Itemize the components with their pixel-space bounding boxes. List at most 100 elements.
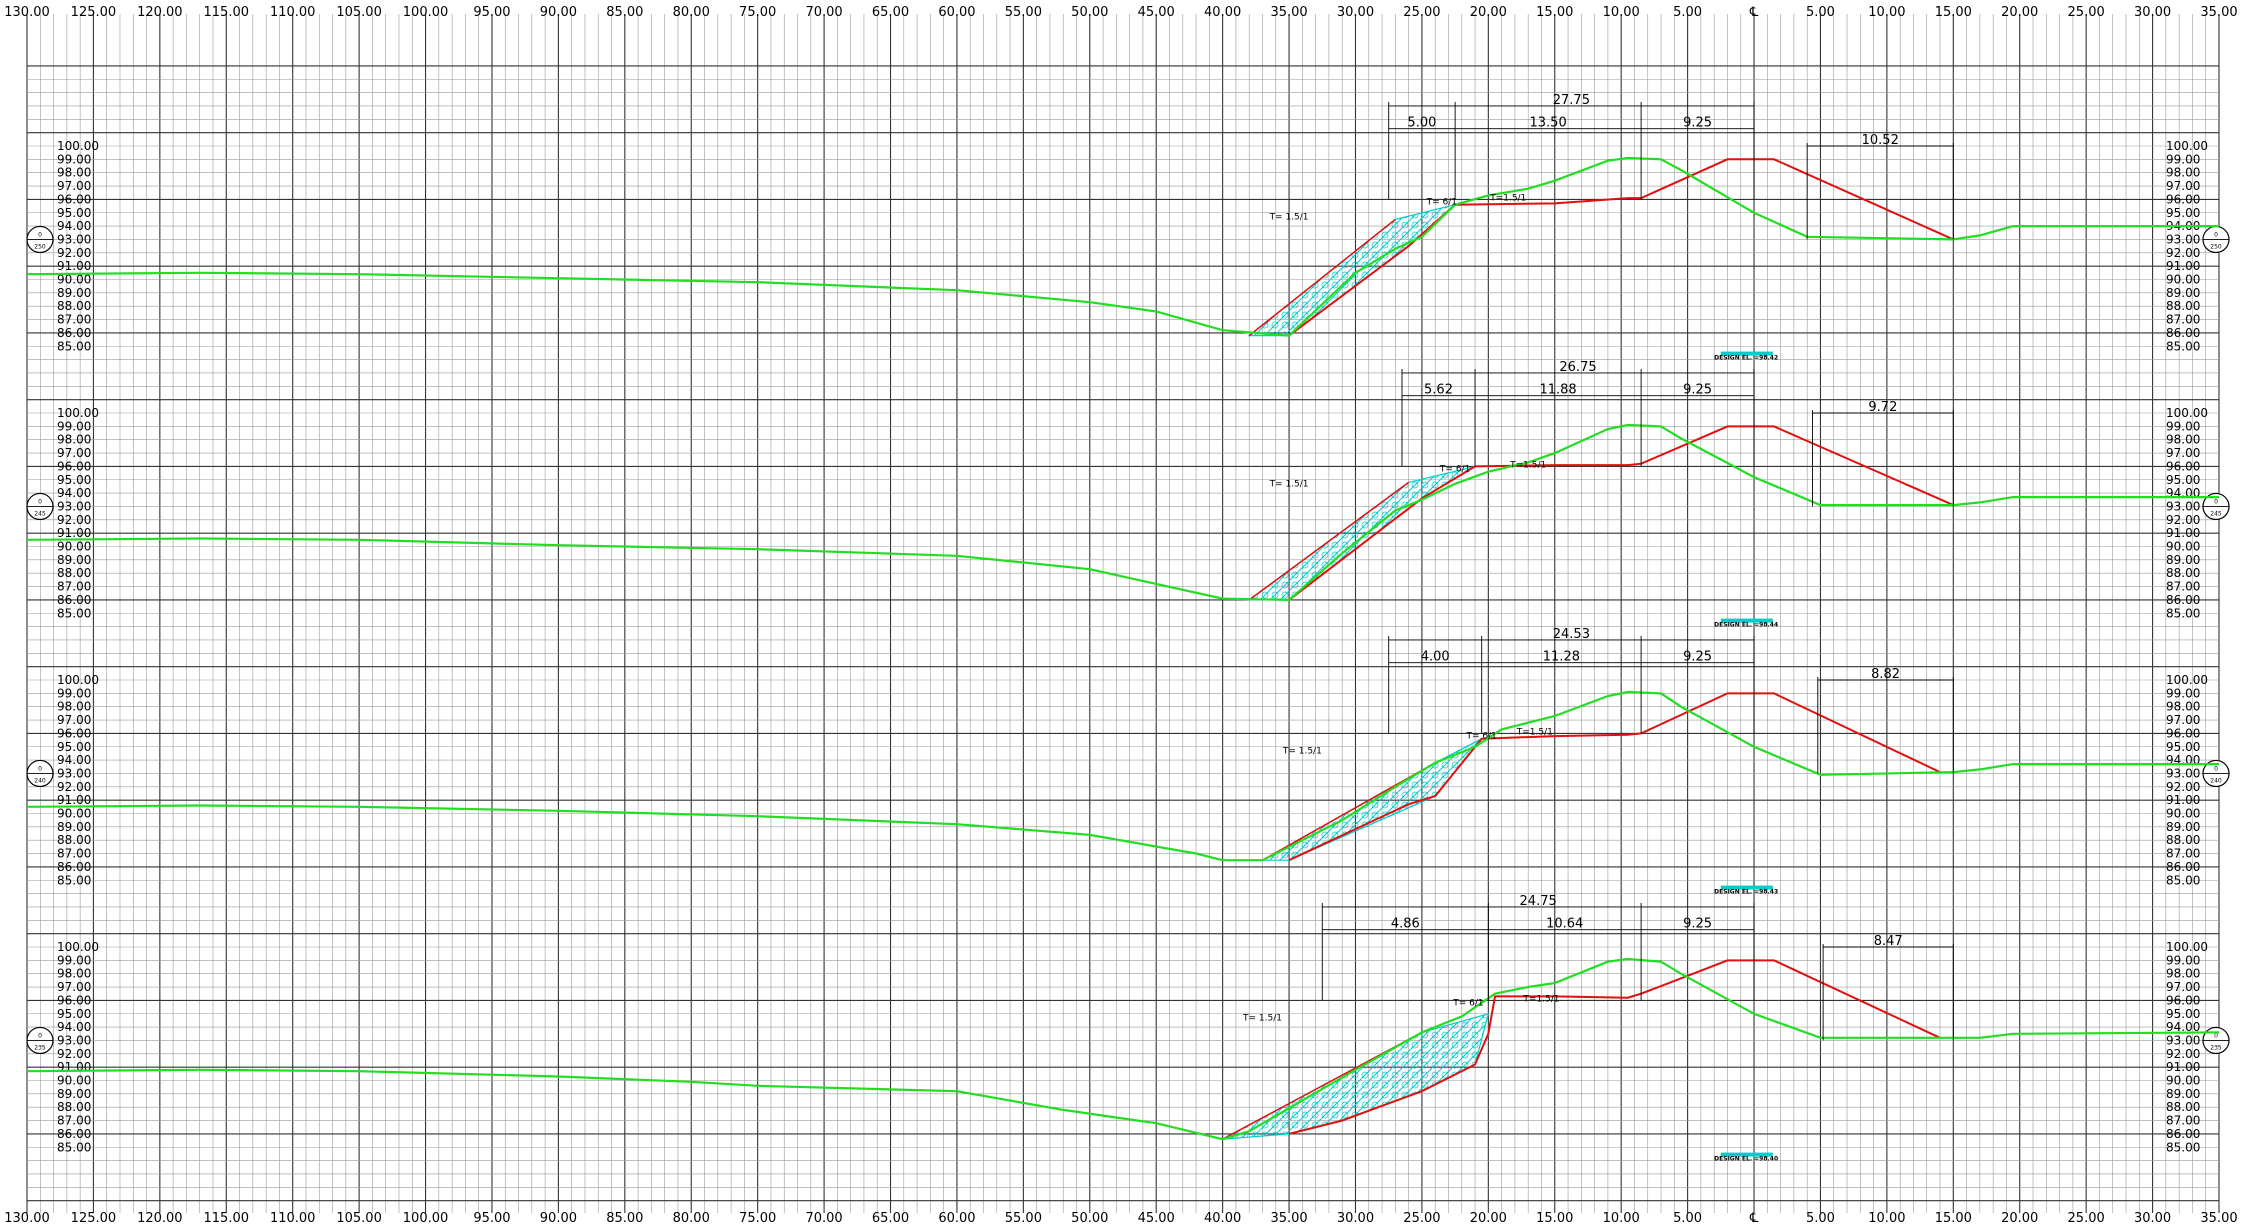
y-tick-label-left: 95.00 [57,473,91,487]
y-tick-label-right: 92.00 [2166,1047,2200,1061]
y-tick-label-left: 100.00 [57,940,99,954]
dimension-d2: 11.28 [1543,650,1580,665]
y-tick-label-right: 90.00 [2166,1074,2200,1088]
x-tick-label-top: 15.00 [1536,5,1573,20]
x-tick-label-top: 125.00 [71,5,117,20]
y-tick-label-right: 97.00 [2166,980,2200,994]
y-tick-label-right: 98.00 [2166,967,2200,981]
y-tick-label-left: 87.00 [57,580,91,594]
y-tick-label-left: 90.00 [57,1074,91,1088]
slope-label: T=1.5/1 [1509,461,1546,471]
x-tick-label-top: 65.00 [872,5,909,20]
x-tick-label-top: 10.00 [1603,5,1640,20]
y-tick-label-right: 90.00 [2166,273,2200,287]
x-tick-label-bottom: 10.00 [1603,1211,1640,1226]
y-tick-label-left: 85.00 [57,1140,91,1154]
y-tick-label-right: 98.00 [2166,433,2200,447]
dimension-group: 26.75 5.62 11.88 9.25 9.72 [1401,360,1954,507]
dimension-d2: 10.64 [1546,917,1583,932]
x-tick-label-bottom: 20.00 [2001,1211,2038,1226]
y-tick-label-left: 94.00 [57,486,91,500]
riprap-fill [1247,204,1456,337]
ground-profile-line [26,156,2219,337]
x-tick-label-bottom: 5.00 [1806,1211,1835,1226]
station-number-top: 0 [38,765,42,772]
station-number-bottom: 250 [34,243,46,250]
x-tick-label-top: 10.00 [1868,5,1905,20]
y-tick-label-right: 88.00 [2166,299,2200,313]
y-tick-label-right: 92.00 [2166,513,2200,527]
x-tick-label-top: 35.00 [1270,5,1307,20]
y-tick-label-left: 98.00 [57,967,91,981]
y-tick-label-left: 87.00 [57,313,91,327]
y-tick-label-left: 100.00 [57,673,99,687]
y-tick-label-right: 93.00 [2166,1033,2200,1047]
x-tick-label-top: 15.00 [1935,5,1972,20]
design-profile-line [1288,158,1954,337]
y-tick-label-right: 89.00 [2166,553,2200,567]
x-tick-label-top: 90.00 [540,5,577,20]
y-tick-label-left: 86.00 [57,326,91,340]
station-number-top: 0 [2214,498,2218,505]
y-tick-label-left: 98.00 [57,166,91,180]
x-tick-label-top: 40.00 [1204,5,1241,20]
ground-profile-line [26,690,2219,862]
y-tick-label-right: 93.00 [2166,766,2200,780]
y-tick-label-right: 100.00 [2166,673,2208,687]
y-tick-label-left: 88.00 [57,299,91,313]
x-tick-label-bottom: 45.00 [1138,1211,1175,1226]
dimension-right: 8.47 [1874,934,1903,949]
slope-label: T= 1.5/1 [1282,746,1322,756]
x-tick-label-bottom: 125.00 [71,1211,117,1226]
y-tick-label-right: 100.00 [2166,940,2208,954]
x-tick-label-bottom: 55.00 [1005,1211,1042,1226]
design-outer-slope [1248,481,1410,601]
dimension-total: 27.75 [1553,93,1590,108]
y-tick-label-left: 86.00 [57,1127,91,1141]
design-profile-line [1288,959,1941,1135]
x-tick-label-bottom: 30.00 [2134,1211,2171,1226]
x-tick-label-top: 115.00 [204,5,250,20]
y-tick-label-left: 85.00 [57,873,91,887]
x-tick-label-bottom: 70.00 [805,1211,842,1226]
x-tick-label-bottom: 65.00 [872,1211,909,1226]
slope-label: T= 6/1 [1452,999,1483,1009]
x-axis-top: 130.00 125.00 120.00 115.00 110.00 105.00 100.… [4,5,2237,20]
y-tick-label-right: 91.00 [2166,793,2200,807]
x-tick-label-bottom: 50.00 [1071,1211,1108,1226]
design-outer-slope [1248,218,1396,337]
x-tick-label-bottom: ℄ [1749,1211,1759,1226]
design-elevation-label: DESIGN EL. =98.40 [1714,1156,1778,1163]
x-tick-label-top: 25.00 [2068,5,2105,20]
y-tick-label-right: 85.00 [2166,1140,2200,1154]
x-tick-label-top: 20.00 [1470,5,1507,20]
ground-profile-line [26,957,2220,1141]
y-tick-label-right: 90.00 [2166,807,2200,821]
station-number-bottom: 245 [2210,510,2222,517]
dimension-group: 24.75 4.86 10.64 9.25 8.47 [1321,894,1954,1041]
x-tick-label-bottom: 105.00 [336,1211,382,1226]
x-tick-label-top: 45.00 [1138,5,1175,20]
y-tick-label-left: 90.00 [57,540,91,554]
slope-label: T= 6/1 [1465,732,1496,742]
x-tick-label-top: 55.00 [1005,5,1042,20]
x-tick-label-bottom: 90.00 [540,1211,577,1226]
y-tick-label-left: 94.00 [57,219,91,233]
y-tick-label-right: 86.00 [2166,860,2200,874]
y-tick-label-right: 89.00 [2166,820,2200,834]
dimension-d1: 5.62 [1424,383,1453,398]
y-tick-label-left: 95.00 [57,1007,91,1021]
y-tick-label-right: 85.00 [2166,873,2200,887]
dimension-d3: 9.25 [1683,650,1712,665]
x-tick-label-top: 80.00 [673,5,710,20]
y-tick-label-left: 87.00 [57,1114,91,1128]
y-tick-label-right: 86.00 [2166,593,2200,607]
station-number-top: 0 [38,498,42,505]
y-tick-label-left: 86.00 [57,860,91,874]
grid-layer [26,14,2220,1213]
y-tick-label-right: 98.00 [2166,166,2200,180]
station-number-top: 0 [2214,765,2218,772]
y-tick-label-left: 93.00 [57,232,91,246]
